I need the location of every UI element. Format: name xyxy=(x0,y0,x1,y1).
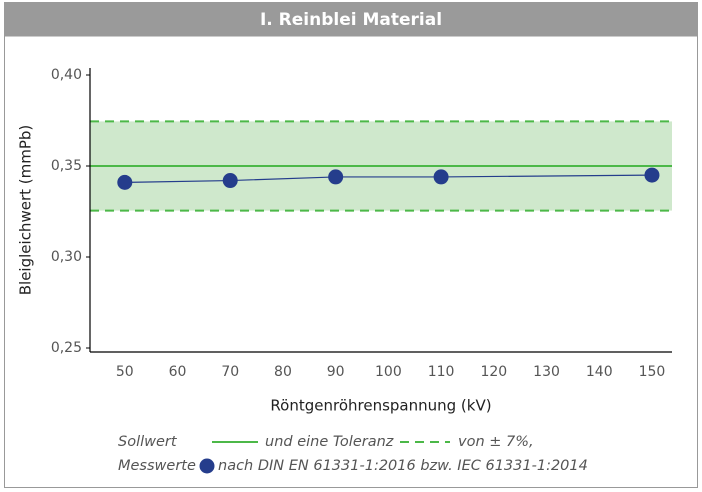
chart-title: I. Reinblei Material xyxy=(260,10,442,30)
x-tick-label: 60 xyxy=(169,364,187,380)
legend-swatch xyxy=(199,458,215,474)
data-point xyxy=(433,169,449,185)
legend-label: Messwerte xyxy=(118,458,196,474)
data-point xyxy=(117,174,133,190)
x-axis-label: Röntgenröhrenspannung (kV) xyxy=(270,397,491,415)
legend-note: nach DIN EN 61331-1:2016 bzw. IEC 61331-… xyxy=(218,458,588,474)
x-tick-label: 130 xyxy=(533,364,560,380)
y-tick-label: 0,25 xyxy=(51,340,82,356)
x-tick-label: 120 xyxy=(480,364,507,380)
legend-note: von ± 7%, xyxy=(458,434,534,450)
y-tick-label: 0,40 xyxy=(51,67,82,83)
data-point xyxy=(328,169,344,185)
x-tick-label: 80 xyxy=(274,364,292,380)
data-point xyxy=(222,173,238,189)
x-tick-label: 90 xyxy=(327,364,345,380)
x-tick-label: 50 xyxy=(116,364,134,380)
y-tick-label: 0,30 xyxy=(51,249,82,265)
x-tick-label: 110 xyxy=(428,364,455,380)
y-tick-label: 0,35 xyxy=(51,158,82,174)
x-tick-label: 70 xyxy=(221,364,239,380)
legend-label: und eine Toleranz xyxy=(265,434,394,450)
header xyxy=(4,2,698,37)
data-point xyxy=(644,167,660,183)
x-tick-label: 100 xyxy=(375,364,402,380)
legend-label: Sollwert xyxy=(118,434,178,450)
x-tick-label: 140 xyxy=(586,364,613,380)
y-axis-label: Bleigleichwert (mmPb) xyxy=(17,125,35,296)
frame xyxy=(4,2,698,488)
x-tick-label: 150 xyxy=(639,364,666,380)
